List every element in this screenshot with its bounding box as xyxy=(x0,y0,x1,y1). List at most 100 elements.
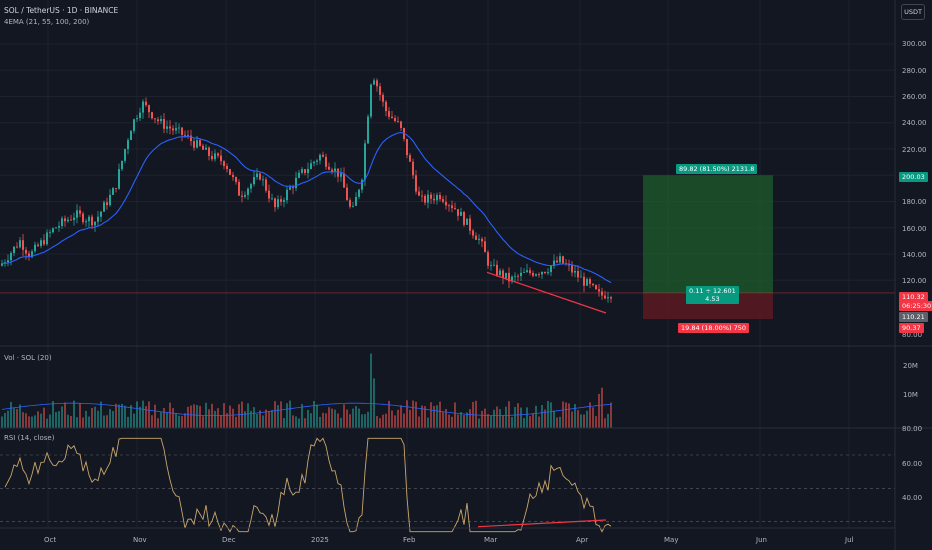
volume-bar xyxy=(508,401,510,428)
position-center-label[interactable]: 0.11 ÷ 12.601 4.53 xyxy=(686,286,739,304)
volume-bar xyxy=(409,409,411,428)
candle xyxy=(496,264,498,276)
volume-bar xyxy=(532,413,534,428)
volume-bar xyxy=(376,416,378,428)
position-rr: 4.53 xyxy=(705,295,720,303)
candle xyxy=(115,188,117,189)
candle xyxy=(517,275,519,277)
candle xyxy=(307,168,309,173)
volume-bar xyxy=(415,401,417,428)
time-tick: Apr xyxy=(576,536,589,544)
candle xyxy=(193,141,195,148)
volume-bar xyxy=(160,412,162,428)
volume-bar xyxy=(85,410,87,428)
price-tick: 120.00 xyxy=(902,277,927,285)
time-tick: Nov xyxy=(133,536,147,544)
volume-bar xyxy=(523,418,525,428)
volume-bar xyxy=(163,407,165,428)
volume-bar xyxy=(442,412,444,428)
candle xyxy=(304,169,306,173)
candle xyxy=(502,270,504,279)
indicator-legend[interactable]: 4EMA (21, 55, 100, 200) xyxy=(4,18,90,26)
volume-bar xyxy=(220,415,222,428)
volume-bar xyxy=(400,405,402,428)
volume-bar xyxy=(607,413,609,428)
candle xyxy=(607,297,609,299)
time-tick: Jul xyxy=(845,536,854,544)
volume-bar xyxy=(142,400,144,428)
trendlines xyxy=(477,271,607,528)
volume-bar xyxy=(502,415,504,428)
candle xyxy=(358,189,360,197)
candle xyxy=(124,149,126,161)
candle xyxy=(187,135,189,137)
volume-pane-title[interactable]: Vol · SOL (20) xyxy=(4,354,52,362)
candle xyxy=(145,101,147,106)
volume-bar xyxy=(151,415,153,428)
candle xyxy=(556,260,558,263)
volume-bar xyxy=(406,400,408,428)
candle xyxy=(157,119,159,122)
rsi-pane-title[interactable]: RSI (14, close) xyxy=(4,434,55,442)
candle xyxy=(424,195,426,203)
candle xyxy=(475,235,477,240)
candle xyxy=(190,135,192,142)
candle xyxy=(319,154,321,161)
volume-bar xyxy=(118,404,120,428)
volume-bar xyxy=(217,408,219,428)
volume-bar xyxy=(169,402,171,428)
volume-bar xyxy=(412,400,414,428)
volume-bar xyxy=(343,404,345,428)
volume-bar xyxy=(439,401,441,428)
stop-price-tag: 90.37 xyxy=(899,323,924,333)
volume-bar xyxy=(505,406,507,428)
volume-bar xyxy=(436,405,438,428)
volume-bar xyxy=(511,417,513,428)
candle xyxy=(466,218,468,225)
volume-bar xyxy=(184,413,186,428)
volume-bar xyxy=(262,415,264,428)
volume-bar xyxy=(79,403,81,428)
volume-bar xyxy=(481,410,483,428)
volume-bar xyxy=(31,416,33,428)
volume-bar xyxy=(526,407,528,428)
candle xyxy=(205,147,207,150)
price-trendline xyxy=(486,271,607,314)
candle xyxy=(211,155,213,160)
volume-bar xyxy=(283,418,285,428)
target-label[interactable]: 89.82 (81.50%) 2131.8 xyxy=(676,164,758,174)
candle xyxy=(538,274,540,275)
volume-bar xyxy=(601,387,603,428)
candle xyxy=(487,252,489,266)
candle xyxy=(322,154,324,157)
candle xyxy=(442,199,444,202)
candle xyxy=(376,80,378,87)
candle xyxy=(340,173,342,177)
candle xyxy=(148,105,150,113)
candle xyxy=(469,218,471,231)
volume-bar xyxy=(214,410,216,428)
volume-bar xyxy=(403,413,405,428)
candle xyxy=(580,276,582,278)
volume-bar xyxy=(121,403,123,428)
candle xyxy=(250,184,252,189)
candle xyxy=(91,216,93,226)
volume-bar xyxy=(28,416,30,428)
time-tick: Feb xyxy=(403,536,416,544)
currency-button[interactable]: USDT xyxy=(901,4,925,20)
volume-bar xyxy=(352,408,354,428)
volume-bar xyxy=(592,407,594,428)
volume-bar xyxy=(250,410,252,428)
volume-bar xyxy=(580,414,582,428)
stop-label[interactable]: 19.84 (18.00%) 750 xyxy=(678,323,750,333)
volume-bar xyxy=(571,411,573,428)
volume-bar xyxy=(10,401,12,428)
volume-bar xyxy=(154,404,156,428)
candle xyxy=(535,274,537,276)
volume-bar xyxy=(292,415,294,428)
candle xyxy=(166,126,168,129)
candle xyxy=(46,232,48,245)
volume-bar xyxy=(16,409,18,428)
volume-bar xyxy=(274,401,276,428)
